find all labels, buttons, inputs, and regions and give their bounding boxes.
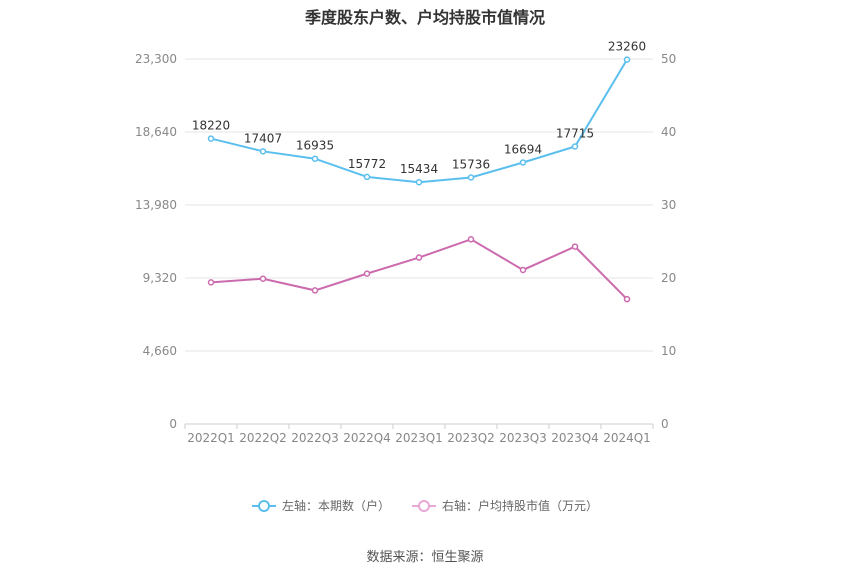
data-point-households (259, 148, 267, 155)
data-point-avg-value (519, 266, 527, 274)
data-source-note: 数据来源：恒生聚源 (366, 550, 484, 565)
left-axis-tick-label: 4,660 (143, 344, 177, 358)
data-point-avg-value (259, 275, 267, 282)
x-axis-tick-label: 2024Q1 (603, 431, 651, 445)
right-axis-tick-label: 50 (661, 52, 676, 66)
left-axis-tick-label: 18,640 (135, 125, 177, 139)
data-point-households (623, 56, 631, 63)
legend-avg-value-marker-icon (412, 499, 436, 512)
chart-legend: 左轴：本期数（户） 右轴：户均持股市值（万元） (0, 497, 850, 514)
data-label-households: 15434 (400, 162, 438, 176)
data-point-avg-value (311, 287, 319, 294)
series-line-avg-value (210, 238, 628, 300)
right-axis-tick-label: 10 (661, 344, 676, 358)
left-axis-tick-label: 9,320 (143, 271, 177, 285)
data-label-households: 16694 (504, 142, 542, 156)
data-label-households: 23260 (608, 40, 646, 54)
x-axis-tick-label: 2023Q1 (395, 431, 443, 445)
left-axis-tick-label: 0 (169, 417, 177, 431)
x-axis-tick-label: 2022Q1 (187, 431, 235, 445)
data-label-households: 15772 (348, 157, 386, 171)
x-axis-tick-label: 2022Q2 (239, 431, 287, 445)
x-axis-tick-label: 2022Q3 (291, 431, 339, 445)
data-label-households: 17715 (556, 126, 594, 140)
data-point-avg-value (363, 270, 371, 277)
data-point-households (207, 135, 215, 142)
right-axis-tick-label: 0 (661, 417, 669, 431)
right-axis-tick-label: 20 (661, 271, 676, 285)
legend-item-households[interactable]: 左轴：本期数（户） (251, 497, 390, 514)
data-point-households (363, 173, 371, 181)
data-point-avg-value (415, 254, 423, 261)
data-label-households: 16935 (296, 139, 334, 153)
legend-households-marker-icon (251, 499, 276, 512)
data-point-avg-value (623, 295, 631, 303)
data-label-households: 17407 (244, 131, 282, 145)
data-point-households (467, 174, 475, 181)
legend-households-label: 左轴：本期数（户） (281, 499, 390, 513)
x-axis-tick-label: 2022Q4 (343, 431, 391, 445)
x-axis-tick-label: 2023Q2 (447, 431, 495, 445)
data-label-households: 18220 (192, 119, 230, 133)
data-point-households (519, 159, 527, 166)
legend-item-avg-value[interactable]: 右轴：户均持股市值（万元） (412, 497, 598, 514)
data-point-households (571, 143, 579, 150)
data-label-households: 15736 (452, 157, 490, 171)
data-point-households (415, 178, 423, 186)
data-point-avg-value (467, 236, 475, 243)
chart-title: 季度股东户数、户均持股市值情况 (304, 8, 545, 27)
right-axis-tick-label: 30 (661, 198, 676, 212)
data-point-avg-value (571, 243, 579, 250)
data-point-avg-value (207, 279, 215, 286)
data-point-households (311, 155, 319, 162)
x-axis-tick-label: 2023Q3 (499, 431, 547, 445)
legend-avg-value-label: 右轴：户均持股市值（万元） (442, 499, 599, 513)
left-axis-tick-label: 13,980 (135, 198, 177, 212)
x-axis-tick-label: 2023Q4 (551, 431, 599, 445)
right-axis-tick-label: 40 (661, 125, 676, 139)
left-axis-tick-label: 23,300 (135, 52, 177, 66)
